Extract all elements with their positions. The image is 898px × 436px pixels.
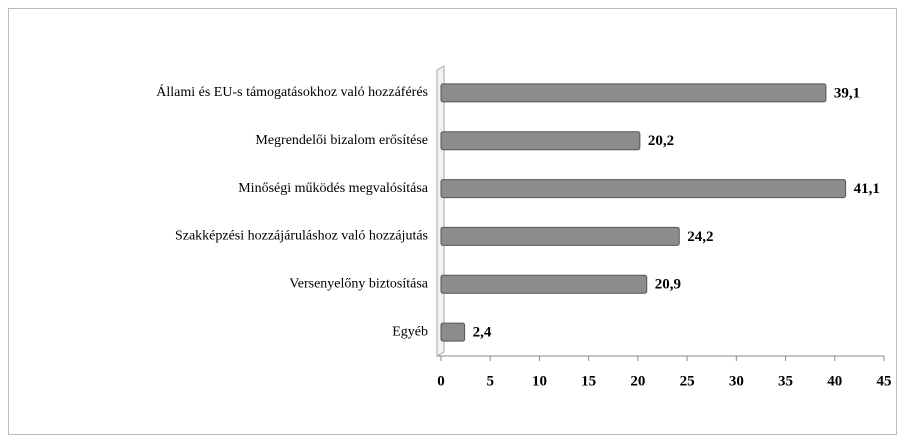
frame: [8, 8, 897, 435]
bar: [440, 131, 641, 151]
x-tick-label: 30: [729, 373, 744, 389]
x-tick-label: 45: [877, 373, 892, 389]
bar: [440, 322, 466, 342]
x-tick-label: 35: [778, 373, 793, 389]
x-tick-label: 20: [630, 373, 645, 389]
y-tick-label: Szakképzési hozzájáruláshoz való hozzáju…: [175, 229, 428, 244]
x-tick-label: 15: [581, 373, 596, 389]
value-label: 2,4: [473, 325, 492, 341]
y-tick-label: Állami és EU-s támogatásokhoz való hozzá…: [156, 83, 428, 100]
y-tick-label: Minőségi működés megvalósítása: [238, 181, 429, 196]
bar: [440, 83, 827, 103]
bar: [440, 226, 680, 246]
y-tick-label: Megrendelői bizalom erősítése: [255, 133, 428, 148]
value-label: 20,2: [648, 133, 674, 149]
bar: [440, 179, 847, 199]
axis-wall: [436, 65, 445, 357]
x-tick-label: 25: [680, 373, 695, 389]
value-label: 41,1: [854, 181, 880, 197]
y-tick-label: Versenyelőny biztosítása: [289, 276, 429, 291]
bar: [440, 274, 648, 294]
x-tick-label: 0: [437, 373, 445, 389]
y-tick-label: Egyéb: [392, 324, 428, 339]
x-tick-label: 5: [486, 373, 494, 389]
value-label: 20,9: [655, 277, 681, 293]
x-tick-label: 10: [532, 373, 547, 389]
value-label: 24,2: [687, 229, 713, 245]
x-tick-label: 40: [827, 373, 842, 389]
value-label: 39,1: [834, 85, 860, 101]
